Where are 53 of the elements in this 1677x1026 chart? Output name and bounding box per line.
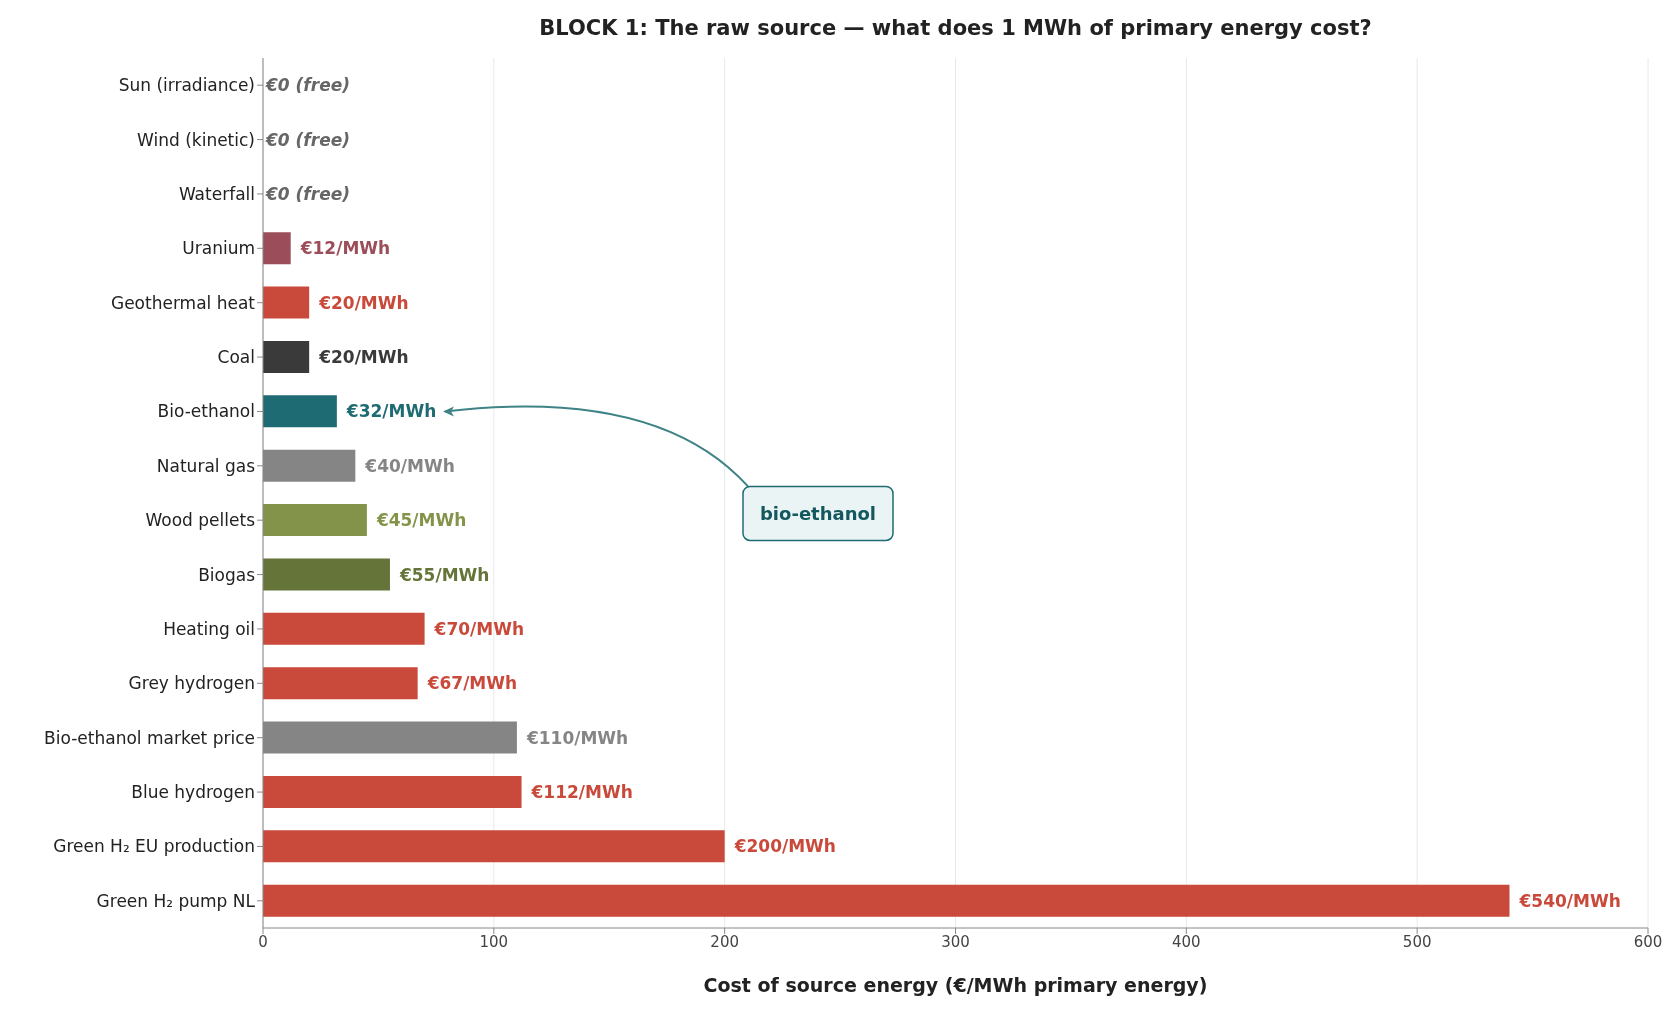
data-label: €55/MWh bbox=[398, 564, 490, 585]
bar bbox=[263, 232, 291, 265]
y-tick-label: Wood pellets bbox=[145, 510, 256, 531]
x-tick-label: 0 bbox=[258, 932, 268, 951]
bar bbox=[263, 612, 425, 645]
x-tick-label: 100 bbox=[479, 932, 509, 951]
y-tick-label: Natural gas bbox=[156, 455, 256, 476]
bar bbox=[263, 340, 310, 373]
y-tick-label: Blue hydrogen bbox=[131, 782, 255, 803]
y-tick-label: Grey hydrogen bbox=[128, 673, 255, 694]
data-label: €45/MWh bbox=[375, 510, 467, 531]
data-label: €0 (free) bbox=[265, 129, 350, 150]
data-label: €70/MWh bbox=[433, 618, 525, 639]
bar bbox=[263, 504, 367, 536]
bar bbox=[263, 830, 725, 863]
data-label: €20/MWh bbox=[318, 347, 409, 368]
y-tick-label: Bio-ethanol bbox=[157, 401, 255, 422]
x-tick-label: 500 bbox=[1402, 932, 1432, 951]
y-tick-label: Sun (irradiance) bbox=[118, 75, 255, 96]
data-label: €67/MWh bbox=[426, 673, 518, 694]
x-tick-label: 300 bbox=[941, 932, 970, 951]
data-label: €540/MWh bbox=[1518, 890, 1621, 911]
x-tick-label: 200 bbox=[710, 932, 739, 951]
data-label: €110/MWh bbox=[525, 727, 629, 748]
y-tick-label: Wind (kinetic) bbox=[137, 129, 255, 150]
y-tick-label: Biogas bbox=[198, 564, 256, 585]
y-tick-label: Bio-ethanol market price bbox=[44, 727, 255, 748]
y-tick-label: Uranium bbox=[182, 238, 255, 259]
y-tick-label: Heating oil bbox=[163, 618, 255, 639]
data-label: €32/MWh bbox=[345, 401, 437, 422]
y-tick-label: Green H₂ pump NL bbox=[96, 890, 256, 911]
x-axis-title: Cost of source energy (€/MWh primary energy) bbox=[703, 974, 1208, 996]
bar bbox=[263, 667, 418, 700]
data-label: €0 (free) bbox=[265, 75, 350, 96]
data-label: €200/MWh bbox=[733, 836, 836, 857]
y-tick-label: Waterfall bbox=[178, 183, 255, 204]
y-tick-label: Coal bbox=[217, 347, 255, 368]
y-tick-label: Green H₂ EU production bbox=[53, 836, 255, 857]
y-tick-label: Geothermal heat bbox=[110, 292, 256, 313]
bar bbox=[263, 884, 1510, 917]
data-label: €0 (free) bbox=[265, 183, 350, 204]
bar bbox=[263, 558, 390, 591]
data-label: €40/MWh bbox=[364, 455, 455, 476]
bar bbox=[263, 395, 337, 428]
bar bbox=[263, 775, 522, 808]
data-label: €20/MWh bbox=[318, 292, 409, 313]
data-label: €12/MWh bbox=[299, 238, 391, 259]
x-tick-label: 600 bbox=[1633, 932, 1663, 951]
data-label: €112/MWh bbox=[530, 782, 633, 803]
x-tick-label: 400 bbox=[1172, 932, 1201, 951]
bar bbox=[263, 286, 310, 319]
annotation: bio-ethanol bbox=[759, 502, 877, 524]
chart-title: BLOCK 1: The raw source — what does 1 MWh of primary energy cost? bbox=[538, 16, 1373, 40]
